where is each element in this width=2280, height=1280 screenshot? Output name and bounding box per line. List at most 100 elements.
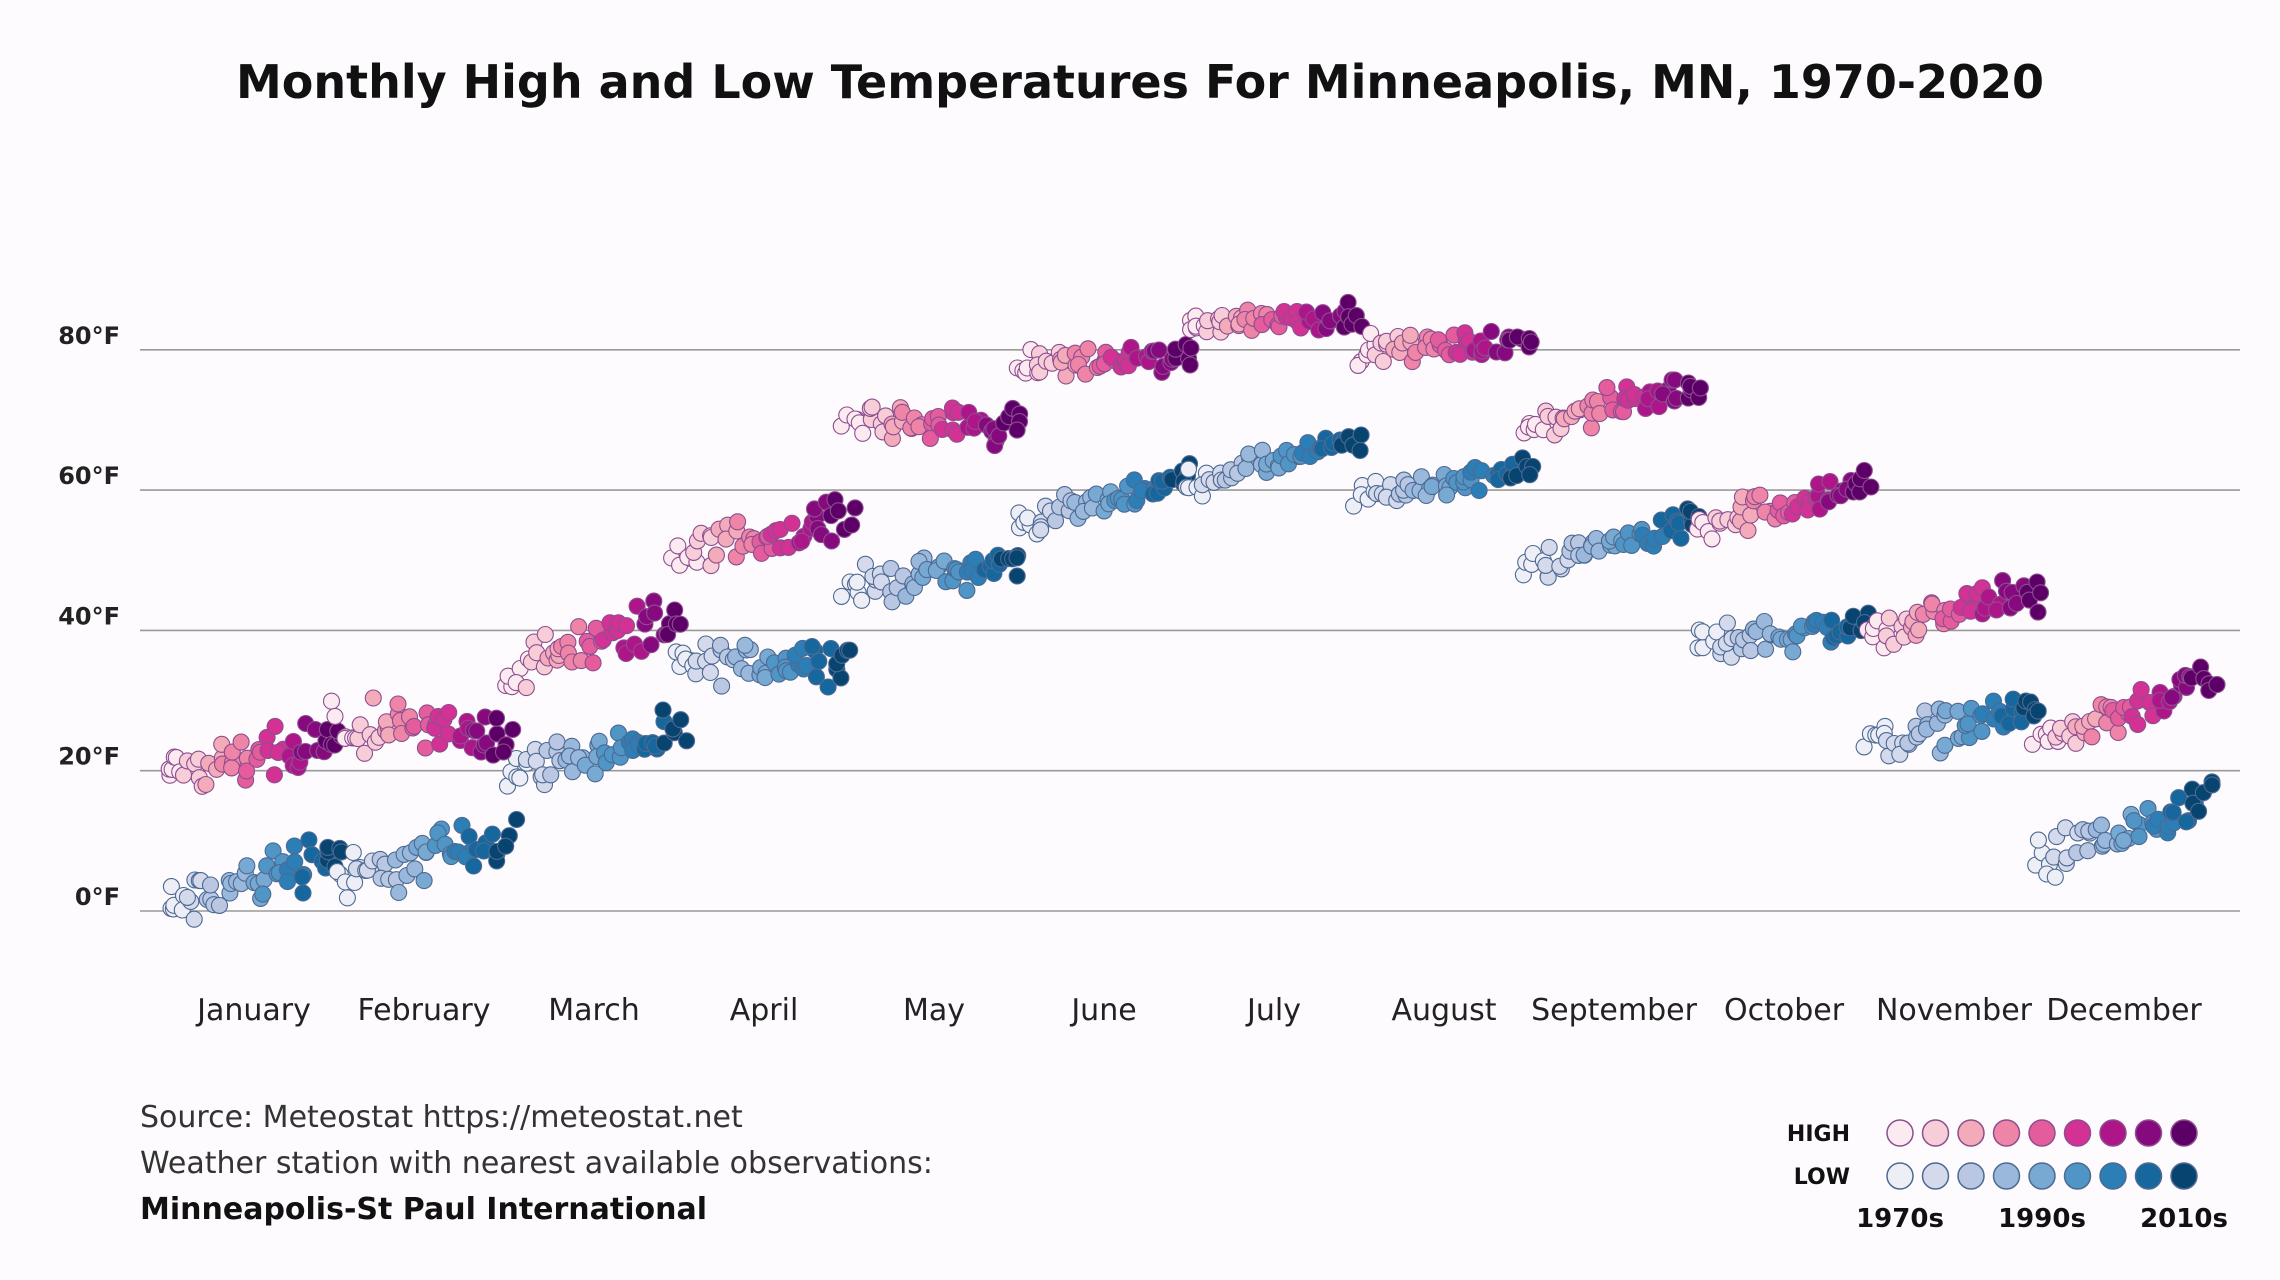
data-point xyxy=(1032,521,1050,539)
data-point xyxy=(468,722,486,740)
data-point xyxy=(1973,722,1991,740)
data-point xyxy=(1823,611,1841,629)
data-point xyxy=(1374,352,1392,371)
data-point xyxy=(2130,828,2148,846)
data-point xyxy=(1718,614,1736,632)
x-tick-label: September xyxy=(1531,993,1697,1028)
data-point xyxy=(1821,473,1839,491)
data-point xyxy=(1691,379,1709,397)
data-point xyxy=(823,532,841,550)
x-tick-label: June xyxy=(1069,993,1136,1028)
data-point xyxy=(517,679,535,697)
legend-decade-label: 1990s xyxy=(1998,1204,2086,1234)
x-tick-label: July xyxy=(1245,993,1301,1028)
data-point xyxy=(344,843,362,862)
data-point xyxy=(1855,461,1873,480)
y-tick-label: 0°F xyxy=(75,883,120,911)
data-point xyxy=(1916,702,1934,720)
data-point xyxy=(810,652,828,670)
data-point xyxy=(238,762,256,780)
data-point xyxy=(1936,736,1954,754)
data-point xyxy=(2208,676,2226,694)
data-point xyxy=(197,775,215,794)
legend-swatch xyxy=(1921,1162,1950,1190)
legend-swatch xyxy=(1992,1162,2021,1190)
data-point xyxy=(1521,466,1539,484)
x-tick-label: December xyxy=(2046,993,2202,1028)
x-tick-label: November xyxy=(1876,993,2033,1028)
legend-swatch xyxy=(2028,1162,2056,1190)
data-point xyxy=(1482,322,1500,341)
data-point xyxy=(1540,538,1558,556)
x-tick-label: October xyxy=(1724,993,1845,1028)
data-point xyxy=(416,739,434,757)
data-point xyxy=(1008,549,1026,567)
legend-decade-label: 2010s xyxy=(2140,1204,2228,1234)
data-point xyxy=(853,591,871,609)
source-note: Source: Meteostat https://meteostat.net xyxy=(140,1100,743,1135)
y-axis: 0°F 20°F 40°F 60°F 80°F xyxy=(58,322,120,911)
data-point xyxy=(405,717,423,735)
data-point xyxy=(707,546,725,564)
x-tick-label: August xyxy=(1392,993,1497,1028)
data-point xyxy=(508,810,526,829)
data-point xyxy=(655,734,673,752)
legend-swatch xyxy=(1921,1119,1950,1147)
legend-swatch xyxy=(1886,1119,1914,1147)
x-tick-label: May xyxy=(903,993,965,1028)
legend-swatch xyxy=(2063,1119,2092,1147)
data-point xyxy=(2203,776,2221,794)
legend-swatch xyxy=(2134,1162,2163,1190)
data-point xyxy=(846,499,864,517)
x-tick-label: April xyxy=(730,993,799,1028)
legend-swatch xyxy=(2170,1162,2198,1190)
data-point xyxy=(2109,723,2127,742)
x-axis: January February March April May June July Augu… xyxy=(195,993,2202,1028)
data-point xyxy=(958,581,976,599)
legend-decade-label: 1970s xyxy=(1856,1204,1944,1234)
data-point xyxy=(1703,530,1721,548)
data-point xyxy=(729,513,747,531)
data-point xyxy=(1672,529,1690,547)
data-point xyxy=(2129,715,2147,733)
data-point xyxy=(671,615,689,633)
data-point xyxy=(223,759,241,777)
data-point xyxy=(1582,419,1600,437)
data-point xyxy=(2163,688,2181,706)
data-point xyxy=(232,733,250,751)
data-point xyxy=(390,883,408,902)
data-point xyxy=(548,733,566,751)
data-point xyxy=(300,831,318,849)
data-point xyxy=(1742,506,1760,524)
data-point xyxy=(570,618,588,636)
data-point xyxy=(2079,842,2097,860)
high-series xyxy=(160,293,2226,795)
data-point xyxy=(440,703,458,722)
data-point xyxy=(1438,486,1456,504)
data-point xyxy=(406,860,424,878)
data-point xyxy=(1598,379,1616,397)
data-point xyxy=(2132,681,2150,699)
legend-label: LOW xyxy=(1794,1165,1850,1190)
data-point xyxy=(863,398,881,416)
x-tick-label: March xyxy=(548,993,639,1028)
data-point xyxy=(1179,460,1198,478)
data-point xyxy=(2029,831,2047,849)
legend-swatch xyxy=(2099,1162,2127,1190)
station-name: Minneapolis-St Paul International xyxy=(140,1192,708,1227)
data-point xyxy=(494,743,513,761)
data-point xyxy=(678,732,696,750)
data-point xyxy=(1784,643,1802,661)
data-point xyxy=(1862,478,1880,496)
chart-title: Monthly High and Low Temperatures For Mi… xyxy=(236,55,2044,109)
data-point xyxy=(669,537,687,555)
data-point xyxy=(2125,812,2143,830)
data-point xyxy=(2164,803,2182,821)
legend-swatch xyxy=(2170,1119,2198,1147)
data-point xyxy=(672,711,690,729)
data-point xyxy=(701,663,719,682)
data-point xyxy=(1401,326,1419,344)
data-point xyxy=(1910,621,1928,639)
data-point xyxy=(854,424,872,442)
